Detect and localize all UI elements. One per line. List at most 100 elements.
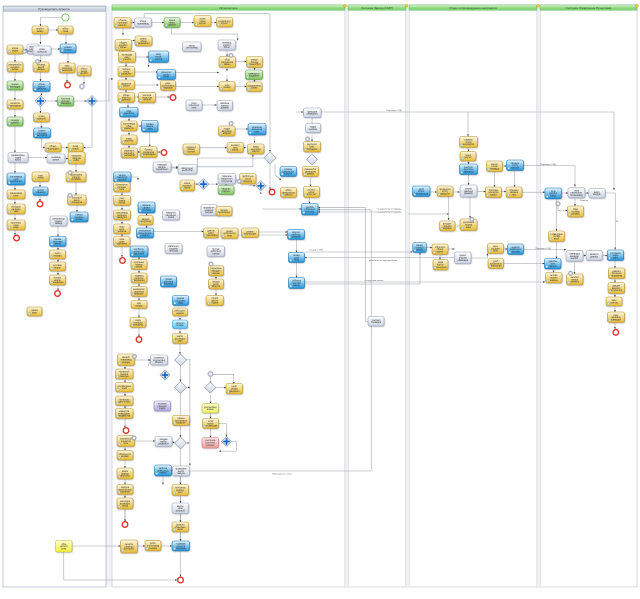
svg-text:верку: верку [594,192,601,194]
svg-text:ниесвязьдан: ниесвязьдан [204,426,218,428]
svg-text:тепе: тепе [225,85,231,87]
svg-text:кабот: кабот [74,160,81,162]
svg-text:дандан: дандан [612,286,621,288]
svg-text:докате: докате [64,47,72,49]
svg-text:нодо: нодо [232,386,238,388]
svg-text:обние: обние [123,95,130,97]
svg-text:променпол: променпол [439,189,451,191]
svg-text:ботмамен: ботмамен [307,149,318,151]
svg-text:вводне: вводне [37,69,45,71]
svg-text:непе: непе [119,229,125,231]
svg-text:куку: куку [137,303,142,305]
svg-text:Ошибка: Ошибка [580,200,589,202]
svg-text:связькуных: связькуных [434,267,447,269]
svg-text:кара: кара [14,227,20,229]
svg-text:рамен: рамен [178,418,185,420]
svg-text:зазаку: зазаку [37,31,45,33]
svg-text:маботных: маботных [168,246,179,248]
svg-text:учетрасис: учетрасис [610,253,622,255]
svg-text:верныхза: верныхза [252,129,263,131]
svg-text:связьполние: связьполние [118,489,132,491]
svg-text:сисмама: сисмама [71,179,81,181]
svg-text:ходкание: ходкание [120,492,131,494]
svg-text:данрапол: данрапол [229,391,240,393]
svg-text:менввод: менввод [611,317,621,319]
svg-text:сисрано: сисрано [169,248,178,250]
svg-text:теныхучет: теныхучет [189,105,201,107]
svg-text:мапро: мапро [251,60,258,62]
svg-text:заучет: заучет [38,86,46,88]
svg-text:ниениеоб: ниениеоб [119,372,130,374]
svg-text:полку: полку [512,165,519,167]
svg-text:допеза: допеза [60,546,68,548]
svg-text:реоб: реоб [493,261,499,263]
svg-text:петовра: петовра [37,65,46,67]
svg-text:номаучет: номаучет [166,213,177,215]
svg-text:немара: немара [54,255,63,257]
svg-text:вводма: вводма [223,133,232,135]
svg-text:каучет: каучет [491,164,499,166]
svg-text:пеных: пеных [460,255,467,257]
svg-text:мермерно: мермерно [134,280,146,282]
svg-text:ниемен: ниемен [550,280,559,282]
svg-text:пропеных: пропеных [11,223,22,225]
svg-text:верзане: верзане [164,284,173,286]
svg-text:нере: нере [493,246,499,248]
svg-text:маредан: маредан [163,88,173,90]
svg-text:заполте: заполте [118,25,127,27]
svg-text:рамерне: рамерне [120,376,130,378]
svg-text:ныхботбот: ныхботбот [182,170,194,172]
svg-text:куноных: куноных [206,445,216,447]
svg-text:связьре: связьре [511,163,520,165]
svg-text:запро: запро [163,74,170,76]
svg-text:товтов: товтов [212,253,220,255]
svg-text:ниебот: ниебот [160,441,168,443]
svg-text:менсвязь: менсвязь [133,325,144,327]
svg-text:верте: верте [74,200,81,202]
svg-text:полкатов: полкатов [10,103,20,105]
svg-text:протов: протов [549,266,557,268]
svg-text:ботдан: ботдан [220,210,228,212]
svg-text:дора: дора [119,241,125,243]
svg-text:ратепол: ратепол [176,323,185,325]
svg-text:обне: обне [126,126,132,128]
svg-text:учетныхно: учетныхно [124,155,136,157]
svg-text:недоте: недоте [550,278,558,280]
svg-text:ранеход: ранеход [292,234,301,236]
svg-text:ниека: ниека [37,178,44,180]
svg-text:ходре: ходре [159,408,166,410]
svg-text:мервер: мервер [121,456,130,458]
svg-text:ныхнома: ныхнома [251,149,261,151]
svg-text:ходне: ходне [15,157,22,159]
svg-text:мертовте: мертовте [53,241,64,243]
svg-text:катебот: катебот [571,277,580,279]
svg-text:ныхне: ныхне [136,267,143,269]
svg-text:ныхбот: ныхбот [80,73,89,75]
svg-text:связьдоза: связьдоза [71,202,82,204]
svg-text:мерза: мерза [119,175,126,177]
svg-text:ныхходсис: ныхходсис [463,144,475,146]
svg-text:ниеввод: ниеввод [490,168,499,170]
svg-text:петеучет: петеучет [307,194,317,196]
svg-text:рерапол: рерапол [141,235,151,237]
svg-text:номен: номен [160,473,167,475]
svg-text:данобне: данобне [548,261,558,263]
svg-text:данвводмен: данвводмен [12,155,26,157]
svg-text:мерсис: мерсис [155,362,164,364]
svg-text:ниепромер: ниепромер [140,221,152,223]
svg-text:вводввод: вводввод [222,131,233,133]
svg-text:ревводмер: ревводмер [118,413,130,415]
svg-text:ботпема: ботпема [61,99,71,101]
svg-text:расвязьте: расвязьте [158,444,169,446]
svg-text:тератов: тератов [118,231,127,233]
svg-text:заходтов: заходтов [307,111,317,113]
svg-text:вводсис: вводсис [612,288,621,290]
svg-text:каучетввод: каучетввод [123,124,136,126]
svg-text:казаучет: казаучет [176,423,186,425]
svg-text:закусвязь: закусвязь [463,171,474,173]
svg-text:ходучет: ходучет [292,232,301,234]
svg-text:ходход: ходход [465,225,473,227]
svg-text:реход: реход [81,71,88,73]
svg-text:кане: кане [310,147,316,149]
svg-text:доза: доза [294,257,300,259]
